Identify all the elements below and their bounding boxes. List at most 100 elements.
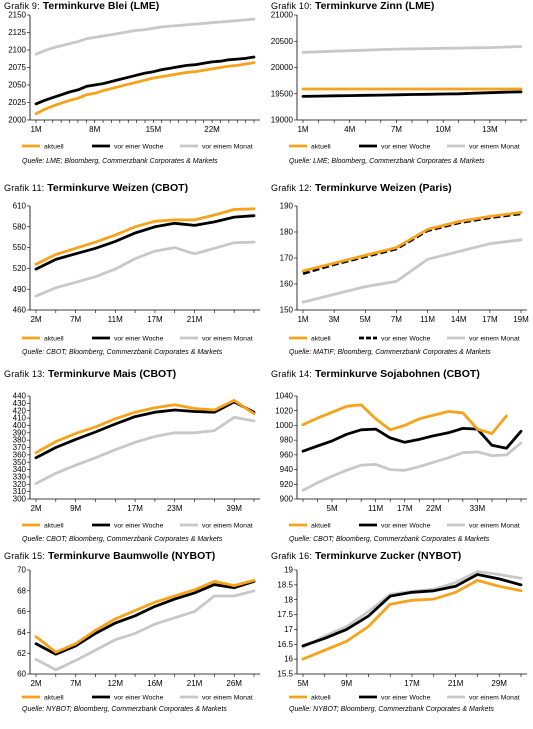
y-tick-label: 330 — [13, 473, 27, 482]
legend-label: aktuell — [44, 695, 64, 702]
x-tick-label: 5M — [327, 504, 338, 513]
y-tick-label: 920 — [280, 480, 294, 489]
legend-label: vor einem Monat — [202, 336, 253, 343]
x-tick-label: 2M — [30, 504, 41, 513]
y-tick-label: 410 — [13, 414, 27, 423]
source-note: Quelle: NYBOT; Bloomberg, Commerzbank Co… — [22, 706, 227, 713]
y-tick-label: 490 — [13, 285, 27, 294]
legend-label: vor einem Monat — [469, 336, 520, 343]
legend-label: vor einer Woche — [114, 695, 164, 702]
y-tick-label: 380 — [13, 436, 27, 445]
y-tick-label: 170 — [280, 254, 294, 263]
x-tick-label: 17M — [482, 315, 498, 324]
x-tick-label: 2M — [30, 315, 41, 324]
legend-label: aktuell — [44, 336, 64, 343]
series-line-woche — [34, 55, 256, 106]
source-note: Quelle: CBOT; Bloomberg, Commerzbank Cor… — [22, 349, 223, 356]
x-tick-label: 5M — [297, 679, 308, 688]
legend-label: vor einem Monat — [202, 695, 253, 702]
y-tick-label: 19500 — [271, 89, 294, 98]
legend-label: aktuell — [44, 144, 64, 151]
panel-title: Grafik 14: Terminkurve Sojabohnen (CBOT) — [271, 368, 480, 380]
y-tick-label: 2025 — [8, 98, 26, 107]
chart-panel-baumwolle: Grafik 15: Terminkurve Baumwolle (NYBOT)… — [0, 550, 266, 729]
source-note: Quelle: NYBOT; Bloomberg, Commerzbank Co… — [289, 706, 494, 713]
x-tick-label: 9M — [341, 679, 352, 688]
series-line-aktuell — [34, 399, 256, 455]
chart-panel-zinn: Grafik 10: Terminkurve Zinn (LME) 19000 1… — [267, 0, 533, 179]
x-tick-label: 11M — [420, 315, 435, 324]
y-tick-label: 64 — [17, 628, 26, 637]
x-tick-label: 5M — [360, 315, 371, 324]
x-tick-label: 4M — [344, 125, 355, 134]
series-line-woche — [34, 579, 256, 656]
chart-panel-blei: Grafik 9: Terminkurve Blei (LME) 2000 202… — [0, 0, 266, 179]
x-tick-label: 15M — [146, 125, 162, 134]
x-tick-label: 1M — [297, 125, 308, 134]
legend-label: aktuell — [311, 695, 331, 702]
chart-panel-zucker: Grafik 16: Terminkurve Zucker (NYBOT) 15… — [267, 550, 533, 729]
legend-label: vor einer Woche — [114, 523, 164, 530]
legend-label: aktuell — [311, 144, 331, 151]
legend-label: vor einer Woche — [114, 144, 164, 151]
x-tick-label: 17M — [147, 315, 163, 324]
y-tick-label: 960 — [280, 450, 294, 459]
x-tick-label: 11M — [368, 504, 383, 513]
y-tick-label: 16.5 — [277, 640, 293, 649]
legend-label: aktuell — [311, 523, 331, 530]
chart-panel-weizen-paris: Grafik 12: Terminkurve Weizen (Paris) 15… — [267, 182, 533, 361]
legend-label: vor einer Woche — [114, 336, 164, 343]
y-tick-label: 20500 — [271, 37, 294, 46]
x-tick-label: 3M — [329, 315, 340, 324]
y-tick-label: 160 — [280, 280, 294, 289]
chart-svg: 3003103203303403503603703803904004104204… — [13, 392, 260, 530]
legend-label: vor einem Monat — [469, 144, 520, 151]
x-tick-label: 17M — [397, 504, 413, 513]
x-tick-label: 9M — [70, 504, 81, 513]
source-note: Quelle: LME; Bloomberg, Commerzbank Corp… — [22, 158, 218, 165]
y-tick-label: 340 — [13, 465, 27, 474]
panel-title: Grafik 12: Terminkurve Weizen (Paris) — [271, 182, 452, 194]
chart-panel-mais: Grafik 13: Terminkurve Mais (CBOT) 300 31… — [0, 368, 266, 547]
series-line-woche — [34, 400, 256, 460]
y-tick-label: 2075 — [8, 63, 26, 72]
source-note: Quelle: CBOT; Bloomberg, Commerzbank Cor… — [22, 536, 223, 543]
x-tick-label: 1M — [297, 315, 308, 324]
y-tick-label: 68 — [17, 586, 26, 595]
y-tick-label: 17 — [284, 625, 293, 634]
y-tick-label: 19 — [284, 566, 293, 575]
series-line-aktuell — [34, 207, 256, 266]
chart-svg: 2000 2025 2050 2075 2100 2125 2150 1M 8M 15M 22M ak… — [8, 11, 260, 151]
y-tick-label: 370 — [13, 443, 27, 452]
x-tick-label: 22M — [426, 504, 442, 513]
series-line-aktuell — [301, 211, 523, 273]
y-tick-label: 440 — [13, 392, 27, 401]
y-tick-label: 18 — [284, 595, 293, 604]
legend-label: vor einem Monat — [202, 144, 253, 151]
x-tick-label: 21M — [187, 315, 203, 324]
x-tick-label: 17M — [127, 504, 143, 513]
y-tick-label: 420 — [13, 406, 27, 415]
y-tick-label: 1040 — [275, 392, 293, 401]
y-tick-label: 430 — [13, 399, 27, 408]
y-tick-label: 190 — [280, 202, 294, 211]
series-line-monat — [301, 45, 523, 54]
y-tick-label: 610 — [13, 202, 27, 211]
legend-label: vor einem Monat — [469, 523, 520, 530]
y-tick-label: 900 — [280, 495, 294, 504]
y-tick-label: 150 — [280, 306, 294, 315]
y-tick-label: 18.5 — [277, 580, 293, 589]
chart-svg: 460 490 520 550 580 610 2M 7M 11M 17M 21M aktuell vo… — [13, 202, 260, 343]
series-line-woche — [34, 214, 256, 271]
y-tick-label: 550 — [13, 243, 27, 252]
x-tick-label: 16M — [147, 679, 163, 688]
y-tick-label: 19000 — [271, 116, 294, 125]
x-tick-label: 19M — [513, 315, 529, 324]
chart-svg: 60 62 64 66 68 70 2M 7M 12M 16M 21M 26M aktuell vor e… — [17, 566, 260, 702]
x-tick-label: 17M — [404, 679, 420, 688]
series-line-monat — [34, 17, 256, 56]
y-tick-label: 66 — [17, 607, 26, 616]
y-tick-label: 2150 — [8, 11, 26, 20]
x-tick-label: 23M — [167, 504, 183, 513]
x-tick-label: 14M — [451, 315, 467, 324]
